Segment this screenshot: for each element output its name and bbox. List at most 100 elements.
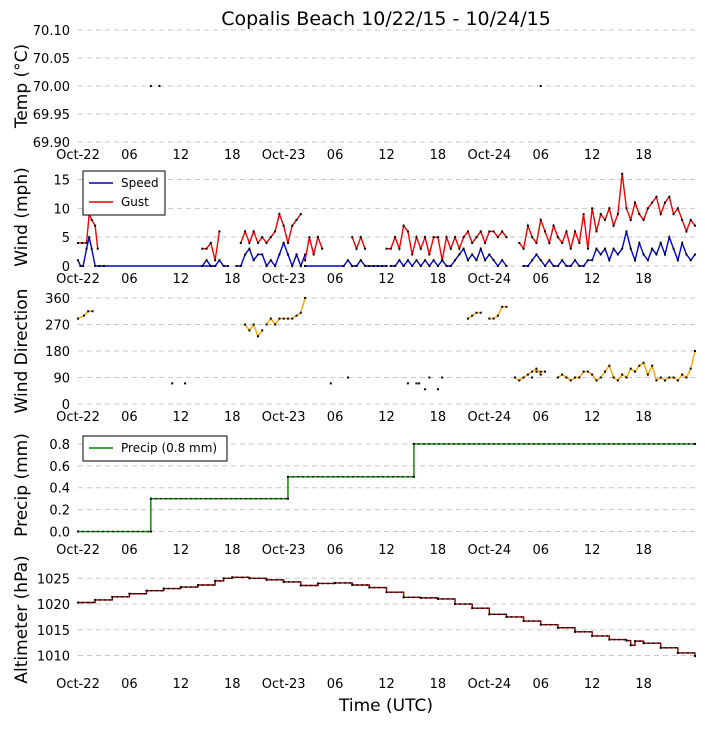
direction-xtick-label: 18: [224, 410, 241, 425]
direction-point: [526, 373, 529, 376]
precip-point: [225, 497, 227, 500]
speed-point: [235, 265, 238, 267]
precip-point: [215, 497, 217, 500]
direction-point: [681, 373, 684, 376]
speed-point: [398, 259, 401, 262]
speed-point: [252, 259, 255, 262]
gust-point: [269, 236, 272, 239]
direction-point: [595, 379, 598, 382]
speed-point: [291, 265, 294, 267]
altimeter-point: [87, 601, 89, 604]
altimeter-point: [190, 586, 192, 588]
direction-point: [286, 317, 289, 320]
gust-point: [299, 213, 302, 216]
altimeter-point: [177, 587, 180, 590]
direction-point: [569, 379, 572, 382]
speed-point: [526, 265, 529, 267]
speed-point: [415, 259, 418, 262]
wind-panel: 0 5 10 15 Oct-22 06 12 18 Oct-23 06 12 18 Oct-24 06 12…: [12, 167, 696, 287]
gust-point: [586, 247, 589, 250]
altimeter-point: [545, 623, 547, 626]
speed-point: [304, 265, 307, 267]
gust-point: [479, 230, 482, 233]
wind-xtick-label: Oct-24: [467, 272, 511, 287]
precip-point: [132, 530, 134, 533]
speed-point: [445, 265, 448, 267]
gust-point: [591, 207, 594, 210]
precip-point: [488, 443, 490, 445]
speed-point: [616, 253, 619, 256]
speed-point: [359, 259, 362, 262]
direction-point: [282, 317, 285, 320]
speed-point: [642, 253, 645, 256]
altimeter-point: [222, 577, 225, 580]
direction-point: [608, 364, 611, 367]
precip-point: [302, 476, 304, 478]
direction-point: [518, 379, 521, 382]
direction-point: [604, 370, 607, 373]
direction-point: [694, 350, 696, 352]
speed-point: [256, 253, 259, 256]
speed-point: [214, 265, 217, 267]
precip-point: [337, 476, 339, 478]
speed-point: [411, 265, 414, 267]
altimeter-point: [647, 642, 650, 644]
precip-point: [603, 443, 605, 445]
altimeter-point: [258, 577, 261, 580]
altimeter-point: [435, 597, 437, 599]
precip-point: [478, 443, 480, 445]
gust-point: [364, 247, 367, 250]
speed-point: [278, 253, 281, 256]
gust-point: [526, 224, 529, 227]
gust-point: [531, 236, 534, 239]
direction-point: [531, 376, 534, 379]
altimeter-point: [584, 631, 586, 633]
direction-point: [269, 317, 272, 320]
legend-label: Speed: [121, 176, 159, 190]
altimeter-point: [138, 593, 141, 595]
speed-point: [556, 265, 559, 267]
altimeter-point: [160, 589, 163, 592]
gust-point: [599, 213, 602, 216]
precip-xtick-label: 18: [224, 543, 241, 558]
precip-point: [137, 530, 139, 533]
gust-point: [638, 213, 641, 216]
speed-point: [676, 259, 679, 262]
precip-point: [538, 443, 540, 445]
gust-point: [574, 230, 577, 233]
speed-point: [582, 265, 585, 267]
gust-point: [612, 224, 615, 227]
direction-point: [441, 376, 444, 379]
precip-ytick-label: 0.4: [49, 482, 70, 497]
direction-xtick-label: 06: [327, 410, 344, 425]
precip-point: [553, 443, 555, 445]
direction-point: [634, 370, 637, 373]
direction-point: [265, 323, 268, 326]
precip-point: [693, 443, 695, 445]
precip-point: [87, 530, 89, 533]
altimeter-point: [674, 647, 677, 649]
precip-ytick-label: 0.8: [49, 438, 70, 453]
direction-point: [274, 323, 277, 326]
wind-ytick-label: 10: [53, 202, 70, 217]
speed-line-0: [77, 237, 104, 267]
temp-ytick-label: 70.10: [33, 24, 70, 39]
legend-label: Gust: [121, 195, 149, 209]
altimeter-point: [606, 635, 608, 637]
gust-point: [351, 236, 354, 239]
wind-xtick-label: 06: [327, 272, 344, 287]
speed-point: [209, 265, 212, 267]
precip-point: [678, 443, 680, 445]
precip-point: [448, 443, 450, 445]
speed-point: [655, 253, 658, 256]
precip-point: [220, 497, 222, 500]
wind-xtick-label: 18: [224, 272, 241, 287]
speed-point: [625, 230, 628, 233]
altimeter-xtick-label: Oct-22: [56, 677, 100, 692]
speed-point: [201, 265, 204, 267]
precip-point: [112, 530, 114, 533]
precip-point: [563, 443, 565, 445]
altimeter-point: [425, 597, 427, 599]
precip-point: [280, 497, 282, 500]
direction-point: [676, 379, 679, 382]
